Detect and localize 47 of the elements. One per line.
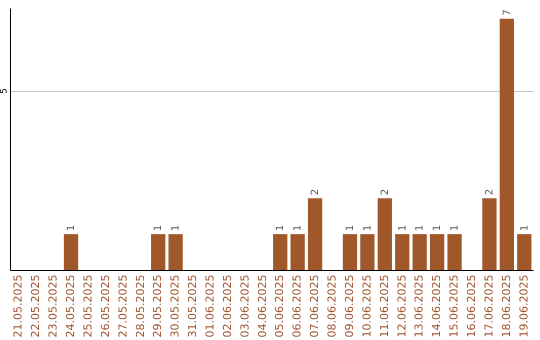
- x-tick-label: 24.05.2025: [64, 274, 78, 338]
- x-tick-label: 18.06.2025: [500, 274, 513, 338]
- data-label: 1: [432, 224, 444, 232]
- x-tick-label: 15.06.2025: [448, 274, 461, 338]
- x-tick-label: 03.06.2025: [238, 274, 252, 338]
- x-tick-label: 06.06.2025: [290, 274, 304, 338]
- x-tick-label: 26.05.2025: [98, 274, 112, 338]
- y-tick-label: 5: [0, 88, 10, 94]
- data-label: 1: [519, 224, 530, 232]
- x-tick-label: 08.06.2025: [326, 274, 339, 338]
- x-tick-label: 21.05.2025: [12, 274, 25, 338]
- data-label: 1: [66, 224, 78, 232]
- x-tick-label: 14.06.2025: [430, 274, 444, 338]
- x-tick-label: 02.06.2025: [220, 274, 234, 338]
- x-tick-label: 19.06.2025: [517, 274, 530, 338]
- data-label: 7: [502, 9, 513, 16]
- data-label: 1: [344, 224, 356, 232]
- x-tick-label: 05.06.2025: [273, 274, 286, 338]
- x-tick-label: 01.06.2025: [203, 274, 216, 338]
- x-tick-label: 25.05.2025: [81, 274, 94, 338]
- x-tick-label: 17.06.2025: [482, 274, 496, 338]
- data-label: 2: [484, 188, 496, 196]
- x-tick-label: 30.05.2025: [168, 274, 182, 338]
- data-label: 1: [170, 224, 182, 232]
- data-label: 1: [275, 224, 286, 232]
- data-label: 1: [362, 224, 374, 232]
- data-label: 1: [450, 224, 461, 232]
- data-label: 1: [153, 224, 164, 232]
- x-tick-label: 13.06.2025: [412, 274, 426, 338]
- x-tick-label: 23.05.2025: [46, 274, 60, 338]
- data-label: 2: [380, 188, 391, 196]
- x-tick-label: 29.05.2025: [151, 274, 164, 338]
- x-tick-label: 22.05.2025: [29, 274, 42, 338]
- x-tick-label: 28.05.2025: [134, 274, 147, 338]
- data-label: 1: [397, 224, 408, 232]
- data-label: 2: [310, 188, 322, 196]
- x-tick-label: 09.06.2025: [342, 274, 356, 338]
- x-tick-label: 12.06.2025: [395, 274, 408, 338]
- data-label: 1: [414, 224, 426, 232]
- x-tick-label: 31.05.2025: [186, 274, 200, 338]
- x-tick-label: 16.06.2025: [464, 274, 478, 338]
- x-tick-label: 27.05.2025: [116, 274, 130, 338]
- x-tick-label: 11.06.2025: [378, 274, 391, 338]
- x-tick-label: 07.06.2025: [308, 274, 322, 338]
- data-label: 1: [292, 224, 304, 232]
- x-tick-label: 04.06.2025: [256, 274, 269, 338]
- x-tick-label: 10.06.2025: [360, 274, 374, 338]
